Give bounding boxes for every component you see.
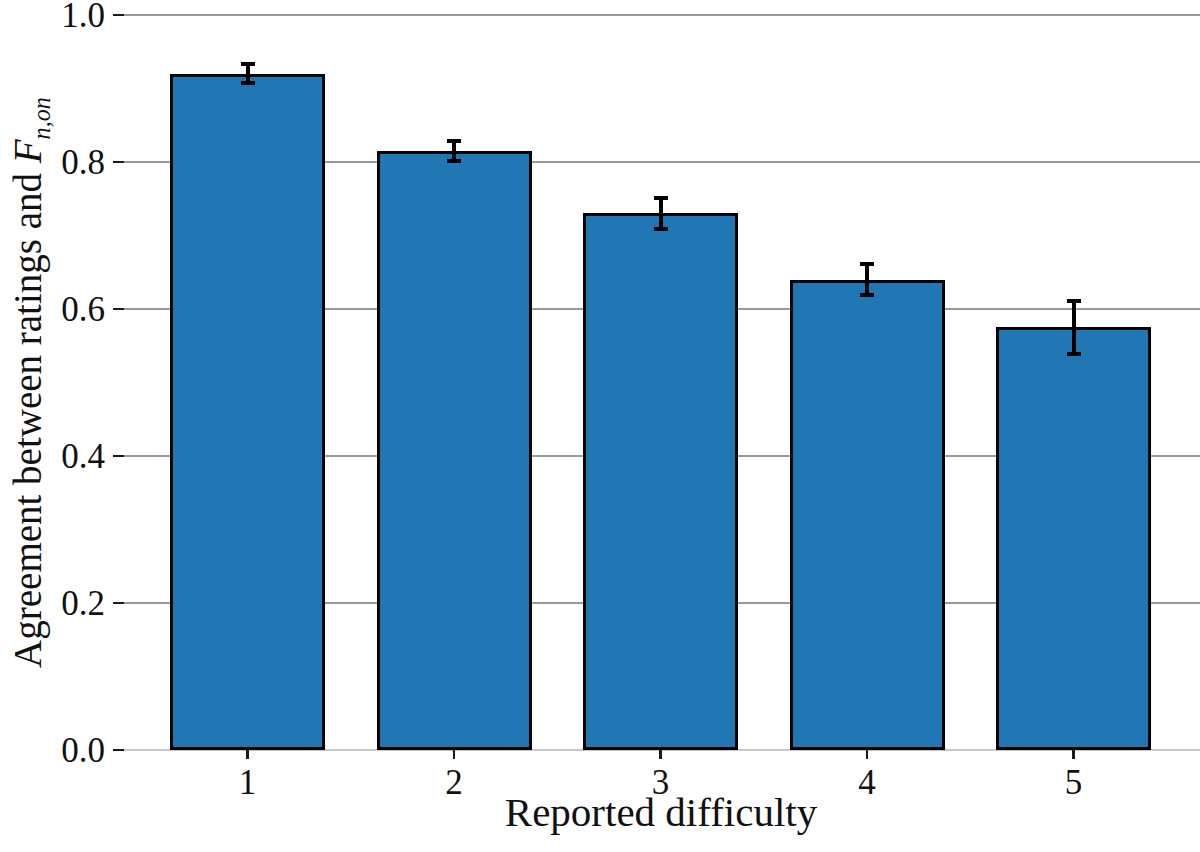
error-bar-cap-bottom xyxy=(241,81,255,85)
x-axis-title: Reported difficulty xyxy=(122,792,1200,833)
error-bar xyxy=(1072,303,1076,352)
error-bar-cap-top xyxy=(1067,299,1081,303)
y-tick-mark xyxy=(113,14,124,17)
error-bar xyxy=(452,143,456,159)
bar xyxy=(583,213,738,750)
error-bar-cap-bottom xyxy=(447,159,461,163)
error-bar-cap-bottom xyxy=(654,227,668,231)
y-tick-label: 0.8 xyxy=(61,145,105,180)
y-tick-label: 0.0 xyxy=(61,733,105,768)
y-axis-title: Agreement between ratings and Fn,on xyxy=(8,97,47,668)
y-tick-mark xyxy=(113,602,124,605)
y-axis-title-text: Agreement between ratings and xyxy=(6,163,49,668)
error-bar xyxy=(865,266,869,292)
y-axis-title-container: Agreement between ratings and Fn,on xyxy=(0,15,54,750)
y-tick-mark xyxy=(113,308,124,311)
y-tick-label: 0.6 xyxy=(61,292,105,327)
error-bar-cap-top xyxy=(447,139,461,143)
error-bar xyxy=(246,66,250,81)
math-symbol-F: F xyxy=(6,139,49,163)
x-tick-mark xyxy=(246,750,249,759)
x-tick-mark xyxy=(1072,750,1075,759)
error-bar-cap-top xyxy=(654,196,668,200)
y-tick-mark xyxy=(113,749,124,752)
bar xyxy=(996,327,1151,750)
y-tick-label: 0.4 xyxy=(61,439,105,474)
y-tick-label: 0.2 xyxy=(61,586,105,621)
bar xyxy=(170,74,325,750)
bar-chart-figure: Agreement between ratings and Fn,on 0.00… xyxy=(0,0,1200,852)
y-tick-label: 1.0 xyxy=(61,0,105,33)
x-tick-mark xyxy=(659,750,662,759)
error-bar-cap-top xyxy=(241,62,255,66)
error-bar-cap-bottom xyxy=(1067,352,1081,356)
bar xyxy=(377,151,532,750)
y-tick-mark xyxy=(113,161,124,164)
gridline xyxy=(122,14,1200,16)
x-tick-mark xyxy=(453,750,456,759)
error-bar-cap-top xyxy=(860,262,874,266)
plot-area: 0.00.20.40.60.81.012345 xyxy=(122,15,1200,750)
x-tick-mark xyxy=(866,750,869,759)
error-bar-cap-bottom xyxy=(860,293,874,297)
bar xyxy=(790,280,945,750)
math-subscript-n-on: n,on xyxy=(27,97,54,139)
error-bar xyxy=(659,200,663,226)
y-tick-mark xyxy=(113,455,124,458)
